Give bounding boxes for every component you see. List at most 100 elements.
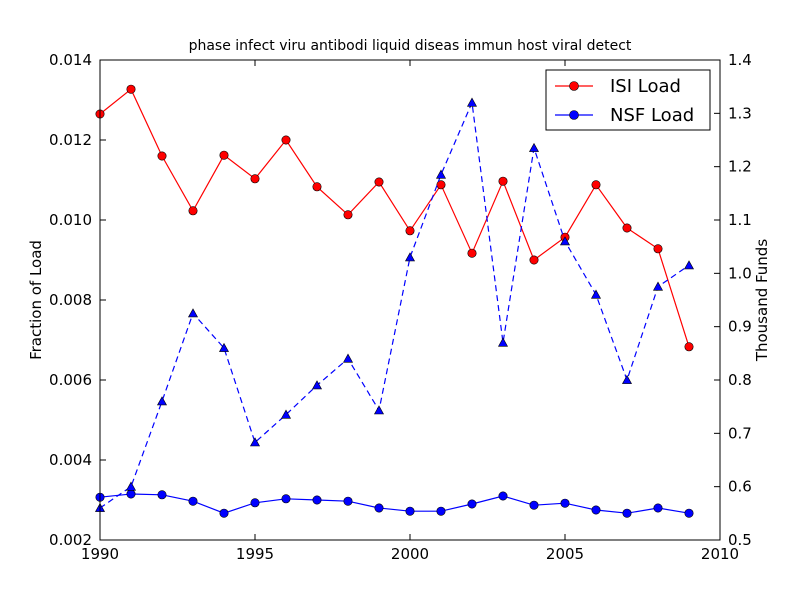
legend-label: NSF Load: [610, 105, 694, 126]
data-point: [374, 177, 384, 187]
legend-marker: [569, 81, 579, 91]
series-line: [99, 493, 690, 514]
data-point: [622, 223, 632, 233]
data-point: [343, 210, 353, 220]
data-point: [157, 151, 167, 161]
y-left-tick-label: 0.006: [49, 371, 92, 389]
data-point: [219, 150, 229, 160]
y-right-tick-label: 0.6: [728, 478, 752, 496]
series-line: [99, 100, 690, 509]
data-point: [590, 289, 602, 299]
legend-item: ISI Load: [555, 76, 681, 97]
data-point: [684, 508, 694, 518]
series-1: [95, 489, 694, 518]
data-point: [653, 503, 663, 513]
legend-marker: [569, 110, 579, 120]
data-point: [529, 500, 539, 510]
y-right-tick-label: 1.0: [728, 264, 752, 282]
data-point: [374, 503, 384, 513]
tick-layer: 1990 1995 2000 2005 2010 0.002 0.004 0.006 0.008…: [49, 51, 752, 563]
legend-item: NSF Load: [555, 105, 694, 126]
data-point: [436, 506, 446, 516]
data-point: [591, 505, 601, 515]
y-right-tick-label: 1.2: [728, 158, 752, 176]
data-point: [528, 142, 540, 152]
data-point: [311, 380, 323, 390]
y-left-tick-label: 0.010: [49, 211, 92, 229]
data-point: [498, 176, 508, 186]
data-point: [219, 508, 229, 518]
data-point: [125, 481, 137, 491]
data-point: [404, 252, 416, 262]
data-point: [560, 498, 570, 508]
data-point: [498, 491, 508, 501]
y-axis-left-title: Fraction of Load: [27, 240, 45, 360]
x-tick-label: 1995: [236, 545, 274, 563]
legend: ISI Load NSF Load: [545, 69, 711, 131]
y-right-tick-label: 0.5: [728, 531, 752, 549]
data-point: [653, 244, 663, 254]
y-left-tick-label: 0.002: [49, 531, 92, 549]
x-tick-label: 2005: [546, 545, 584, 563]
data-point: [250, 498, 260, 508]
data-point: [157, 490, 167, 500]
y-left-tick-label: 0.014: [49, 51, 92, 69]
y-left-tick-label: 0.004: [49, 451, 92, 469]
data-point: [156, 396, 168, 406]
data-point: [343, 496, 353, 506]
data-point: [467, 248, 477, 258]
data-point: [188, 206, 198, 216]
y-right-tick-label: 0.7: [728, 424, 752, 442]
data-point: [126, 489, 136, 499]
data-point: [467, 499, 477, 509]
data-point: [312, 495, 322, 505]
legend-label: ISI Load: [610, 76, 681, 97]
data-point: [405, 506, 415, 516]
data-point: [187, 308, 199, 318]
data-point: [466, 97, 478, 107]
x-tick-label: 1990: [81, 545, 119, 563]
data-point: [652, 281, 664, 291]
data-point: [188, 496, 198, 506]
x-tick-label: 2000: [391, 545, 429, 563]
series-2: [94, 97, 695, 512]
data-point: [373, 405, 385, 415]
y-right-tick-label: 1.4: [728, 51, 752, 69]
y-left-tick-label: 0.012: [49, 131, 92, 149]
data-point: [281, 135, 291, 145]
chart-title: phase infect viru antibodi liquid diseas…: [189, 38, 632, 54]
y-right-tick-label: 1.3: [728, 104, 752, 122]
legend-box: [545, 69, 711, 131]
data-point: [435, 169, 447, 179]
data-point: [529, 255, 539, 265]
data-point: [497, 337, 509, 347]
plot-frame: [99, 59, 721, 541]
data-point: [591, 180, 601, 190]
data-point: [126, 84, 136, 94]
data-point: [622, 508, 632, 518]
data-point: [312, 182, 322, 192]
data-point: [218, 342, 230, 352]
data-point: [280, 409, 292, 419]
x-tick-label: 2010: [701, 545, 739, 563]
data-point: [249, 437, 261, 447]
data-point: [621, 374, 633, 384]
data-point: [342, 353, 354, 363]
y-axis-right-title: Thousand Funds: [753, 239, 771, 362]
data-point: [436, 180, 446, 190]
data-point: [250, 174, 260, 184]
y-right-tick-label: 0.8: [728, 371, 752, 389]
data-point: [281, 494, 291, 504]
data-point: [405, 226, 415, 236]
series-0: [95, 84, 694, 352]
y-right-tick-label: 1.1: [728, 211, 752, 229]
data-point: [684, 342, 694, 352]
y-right-tick-label: 0.9: [728, 318, 752, 336]
data-point: [683, 260, 695, 270]
data-point: [559, 236, 571, 246]
series-layer: [94, 84, 695, 518]
series-line: [99, 88, 690, 347]
y-left-tick-label: 0.008: [49, 291, 92, 309]
